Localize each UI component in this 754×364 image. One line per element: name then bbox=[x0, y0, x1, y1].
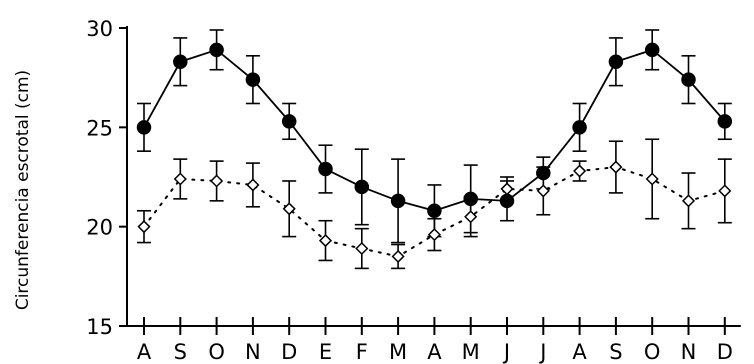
data-point-filled bbox=[644, 42, 660, 58]
data-point-open bbox=[318, 234, 333, 248]
x-tick-label: S bbox=[174, 340, 187, 364]
data-point-filled bbox=[354, 179, 370, 195]
data-point-filled bbox=[536, 165, 551, 181]
x-tick-label: F bbox=[356, 340, 368, 364]
y-tick-label: 30 bbox=[86, 17, 113, 41]
x-tick-label: O bbox=[208, 340, 225, 364]
data-point-filled bbox=[173, 54, 188, 70]
data-point-open bbox=[681, 194, 696, 208]
data-point-open bbox=[464, 210, 478, 224]
x-tick-label: D bbox=[281, 340, 297, 364]
data-point-filled bbox=[427, 203, 442, 219]
data-point-filled bbox=[717, 114, 733, 129]
data-point-filled bbox=[318, 161, 333, 177]
x-tick-label: N bbox=[681, 340, 697, 364]
data-point-open bbox=[427, 228, 441, 242]
data-point-filled bbox=[499, 193, 515, 209]
data-point-filled bbox=[209, 42, 224, 58]
data-point-filled bbox=[281, 114, 297, 129]
data-point-open bbox=[391, 249, 405, 264]
data-point-filled bbox=[572, 120, 587, 135]
data-point-filled bbox=[463, 191, 478, 207]
data-point-open bbox=[536, 184, 550, 198]
data-point-open bbox=[718, 184, 732, 198]
data-point-open bbox=[137, 220, 151, 234]
error-bars bbox=[137, 29, 732, 270]
data-point-filled bbox=[136, 120, 152, 135]
x-tick-label: D bbox=[717, 340, 733, 364]
x-tick-label: A bbox=[137, 340, 152, 364]
y-tick-label: 20 bbox=[86, 216, 113, 240]
x-tick-label: S bbox=[609, 340, 622, 364]
y-axis-title: Circunferencia escrotal (cm) bbox=[13, 70, 33, 310]
data-points bbox=[136, 42, 733, 264]
data-point-filled bbox=[681, 72, 696, 87]
data-point-open bbox=[573, 164, 587, 178]
data-point-open bbox=[609, 160, 623, 174]
x-tick-label: M bbox=[389, 340, 407, 364]
data-point-filled bbox=[390, 193, 406, 209]
x-tick-label: E bbox=[319, 340, 332, 364]
x-tick-label: M bbox=[462, 340, 480, 364]
data-point-open bbox=[173, 172, 187, 186]
x-tick-label: O bbox=[644, 340, 661, 364]
x-tick-label: A bbox=[572, 340, 587, 364]
data-point-open bbox=[355, 241, 369, 256]
x-tick-label: A bbox=[427, 340, 442, 364]
data-point-open bbox=[500, 182, 514, 196]
data-point-open bbox=[210, 174, 224, 188]
x-tick-label: J bbox=[538, 340, 546, 364]
data-point-open bbox=[645, 172, 659, 186]
x-tick-label: J bbox=[502, 340, 510, 364]
axes bbox=[119, 26, 741, 335]
data-point-open bbox=[282, 202, 296, 216]
y-tick-label: 25 bbox=[86, 116, 113, 140]
data-point-filled bbox=[608, 54, 624, 70]
x-tick-label: N bbox=[245, 340, 261, 364]
data-point-filled bbox=[245, 72, 261, 87]
y-tick-label: 15 bbox=[86, 315, 113, 339]
data-point-open bbox=[246, 178, 260, 192]
